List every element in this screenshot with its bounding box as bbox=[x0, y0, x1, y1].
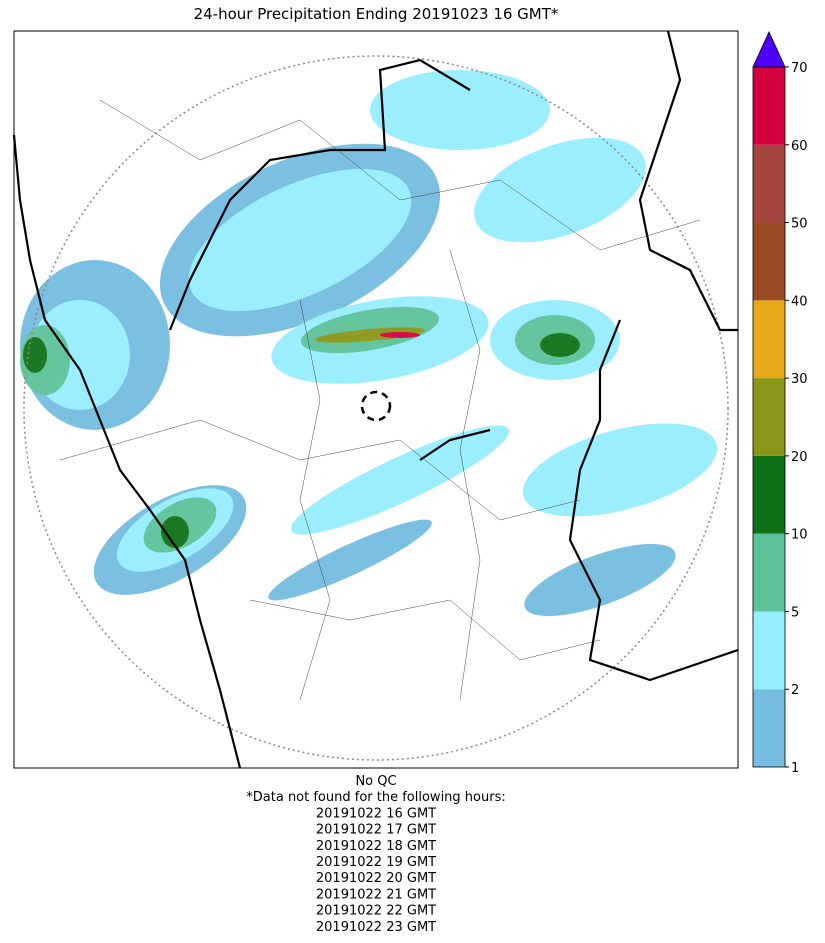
district-lines bbox=[59, 99, 701, 701]
colorbar-segment bbox=[753, 378, 785, 456]
radar-range bbox=[23, 55, 729, 761]
note-line: *Data not found for the following hours: bbox=[246, 790, 505, 805]
colorbar-segment bbox=[753, 300, 785, 379]
radar-site bbox=[360, 390, 392, 422]
note-line: 20191022 21 GMT bbox=[316, 887, 436, 902]
title: 24-hour Precipitation Ending 20191023 16… bbox=[194, 5, 559, 23]
colorbar-tick-label: 70 bbox=[791, 61, 808, 76]
note-line: 20191022 18 GMT bbox=[316, 839, 436, 854]
colorbar-segment bbox=[753, 222, 785, 301]
note-line: 20191022 22 GMT bbox=[316, 904, 436, 919]
colorbar: 1 2 5 10 20 30 40 50 60 70 bbox=[752, 31, 808, 776]
precipitation bbox=[20, 70, 718, 617]
borders bbox=[12, 30, 739, 769]
colorbar-tick-label: 10 bbox=[791, 528, 808, 543]
colorbar-extend bbox=[752, 31, 786, 68]
colorbar-tick-label: 20 bbox=[791, 450, 808, 465]
map bbox=[12, 30, 739, 769]
note-line: No QC bbox=[355, 774, 396, 789]
colorbar-segment bbox=[753, 144, 785, 223]
note-line: 20191022 16 GMT bbox=[316, 806, 436, 821]
colorbar-segment bbox=[753, 611, 785, 690]
colorbar-tick-label: 30 bbox=[791, 372, 808, 387]
colorbar-tick-label: 50 bbox=[791, 217, 808, 232]
note-line: 20191022 17 GMT bbox=[316, 823, 436, 838]
colorbar-segment bbox=[753, 67, 785, 145]
colorbar-segment bbox=[753, 533, 785, 612]
colorbar-frame bbox=[752, 66, 786, 768]
colorbar-tick-label: 60 bbox=[791, 139, 808, 154]
colorbar-tick-label: 40 bbox=[791, 294, 808, 309]
notes: No QC*Data not found for the following h… bbox=[246, 774, 505, 935]
colorbar-segment bbox=[753, 455, 785, 534]
colorbar-tick-label: 1 bbox=[791, 761, 799, 776]
note-line: 20191022 20 GMT bbox=[316, 871, 436, 886]
colorbar-tick-label: 2 bbox=[791, 683, 799, 698]
colorbar-tick-label: 5 bbox=[791, 605, 799, 620]
note-line: 20191022 23 GMT bbox=[316, 920, 436, 935]
colorbar-segment bbox=[753, 689, 785, 767]
note-line: 20191022 19 GMT bbox=[316, 855, 436, 870]
